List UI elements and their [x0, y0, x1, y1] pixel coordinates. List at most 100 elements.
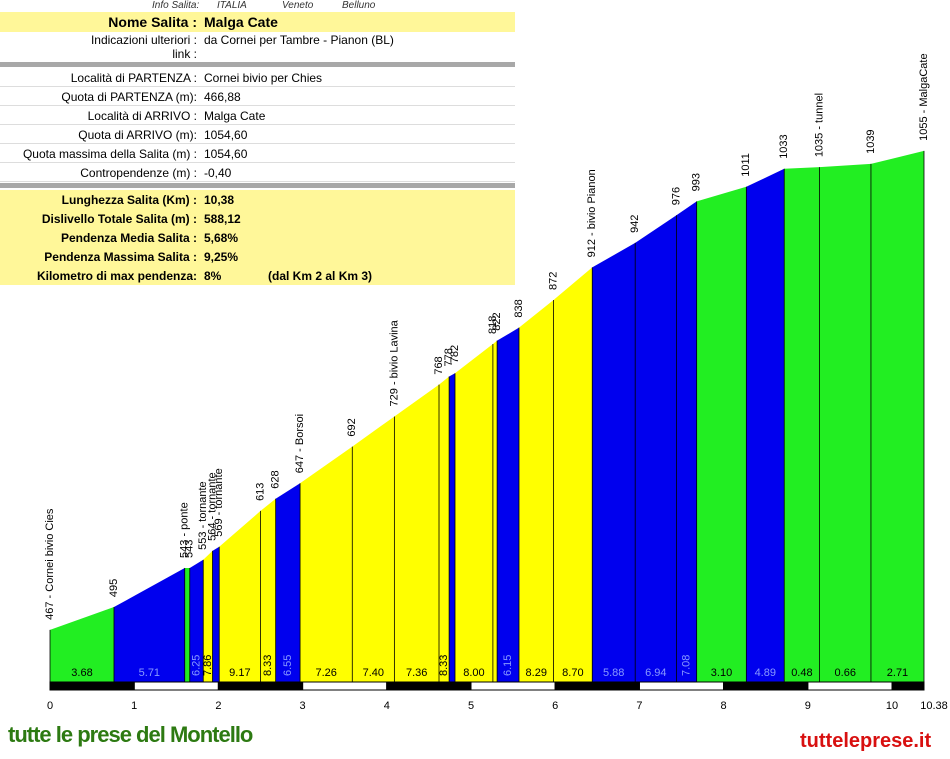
- point-label: 495: [108, 579, 120, 597]
- grade-label: 7.26: [315, 667, 336, 679]
- info-header: Veneto: [282, 0, 314, 11]
- info-label: Località di PARTENZA :: [70, 70, 197, 85]
- grade-label: 7.86: [202, 655, 214, 676]
- grade-label: 8.29: [526, 667, 547, 679]
- climb-segment: [184, 567, 190, 682]
- scale-bar: [49, 681, 135, 691]
- x-tick-label: 4: [384, 700, 390, 712]
- scale-bar: [386, 681, 472, 691]
- grade-label: 8.33: [262, 655, 274, 676]
- x-tick-label: 5: [468, 700, 474, 712]
- grade-label: 6.15: [502, 655, 514, 676]
- climb-segment: [518, 299, 554, 682]
- logo-left: tutte le prese del Montello: [8, 722, 253, 747]
- point-label: 778: [443, 348, 455, 366]
- x-tick-label: 10.38: [920, 700, 948, 712]
- info-note: (dal Km 2 al Km 3): [268, 268, 373, 283]
- point-label: 822: [491, 312, 503, 330]
- grade-label: 0.66: [835, 667, 856, 679]
- grade-label: 4.89: [755, 667, 776, 679]
- x-tick-label: 8: [721, 700, 727, 712]
- climb-segment: [676, 201, 697, 683]
- climb-segment: [784, 167, 820, 683]
- x-tick-label: 7: [636, 700, 642, 712]
- info-row: [0, 47, 515, 61]
- point-label: 1011: [740, 153, 752, 177]
- climb-segment: [352, 416, 395, 682]
- info-row: [0, 228, 515, 247]
- info-label: Pendenza Massima Salita :: [44, 249, 197, 264]
- info-row: [0, 106, 515, 125]
- point-label: 1035 - tunnel: [813, 93, 825, 157]
- x-tick-label: 6: [552, 700, 558, 712]
- x-tick-label: 3: [300, 700, 306, 712]
- climb-segment: [696, 186, 747, 682]
- climb-segment: [394, 384, 440, 682]
- point-label: 976: [670, 187, 682, 205]
- point-label: 543 - ponte: [179, 502, 191, 558]
- climb-segment: [212, 546, 220, 682]
- climb-segment: [189, 559, 204, 682]
- info-row: [0, 87, 515, 106]
- scale-bar: [133, 681, 219, 691]
- grade-label: 3.10: [711, 667, 732, 679]
- point-label: 467 - Cornei bivio Cies: [44, 508, 56, 620]
- info-value: da Cornei per Tambre - Pianon (BL): [204, 32, 394, 47]
- point-label: 838: [513, 299, 525, 317]
- info-label: Dislivello Totale Salita (m) :: [41, 211, 197, 226]
- climb-segment: [439, 376, 450, 682]
- info-value: 1054,60: [204, 127, 248, 142]
- climb-segment: [635, 215, 677, 682]
- info-label: link :: [172, 47, 197, 61]
- scale-bar: [217, 681, 304, 691]
- info-label: Contropendenze (m) :: [80, 165, 197, 180]
- grade-label: 2.71: [887, 667, 908, 679]
- scale-bar: [891, 681, 925, 691]
- info-value: -0,40: [204, 165, 232, 180]
- point-label: 993: [691, 173, 703, 191]
- point-label: 628: [270, 470, 282, 488]
- climb-segment: [275, 483, 301, 682]
- info-value: 8%: [204, 268, 222, 283]
- info-value: Malga Cate: [204, 108, 266, 123]
- info-header: ITALIA: [217, 0, 247, 11]
- scale-bar: [470, 681, 556, 691]
- point-label: 553 - tornante: [197, 481, 209, 550]
- point-label: 942: [629, 215, 641, 233]
- grade-label: 7.08: [680, 655, 692, 676]
- scale-bar: [638, 681, 725, 691]
- info-label: Località di ARRIVO :: [87, 108, 197, 123]
- point-label: 564 - tornante: [206, 472, 218, 541]
- info-value: 588,12: [204, 211, 241, 226]
- info-row: [0, 190, 515, 209]
- info-header: Belluno: [342, 0, 376, 11]
- grade-label: 6.94: [645, 667, 666, 679]
- point-label: 1039: [865, 129, 877, 153]
- climb-segment: [746, 168, 785, 682]
- climb-segment: [819, 163, 871, 682]
- info-row: [0, 247, 515, 266]
- climb-segment: [300, 446, 353, 682]
- climb-segment: [113, 567, 185, 682]
- climb-segment: [592, 242, 636, 682]
- x-tick-label: 0: [47, 700, 53, 712]
- point-label: 543: [184, 540, 196, 558]
- grade-label: 5.71: [139, 667, 160, 679]
- point-label: 1055 - MalgaCate: [918, 53, 930, 140]
- info-label: Indicazioni ulteriori :: [90, 32, 197, 47]
- scale-bar: [723, 681, 809, 691]
- x-tick-label: 10: [886, 700, 898, 712]
- point-label: 782: [449, 345, 461, 363]
- grade-label: 3.68: [71, 667, 92, 679]
- climb-segment: [553, 267, 593, 682]
- info-value: 466,88: [204, 89, 241, 104]
- info-label: Quota di ARRIVO (m):: [78, 127, 197, 142]
- info-label: Kilometro di max pendenza:: [36, 268, 197, 283]
- info-label: Quota di PARTENZA (m):: [61, 89, 197, 104]
- info-value: 5,68%: [204, 230, 239, 245]
- scale-bar: [302, 681, 388, 691]
- info-value: 1054,60: [204, 146, 248, 161]
- info-value: 10,38: [204, 192, 235, 207]
